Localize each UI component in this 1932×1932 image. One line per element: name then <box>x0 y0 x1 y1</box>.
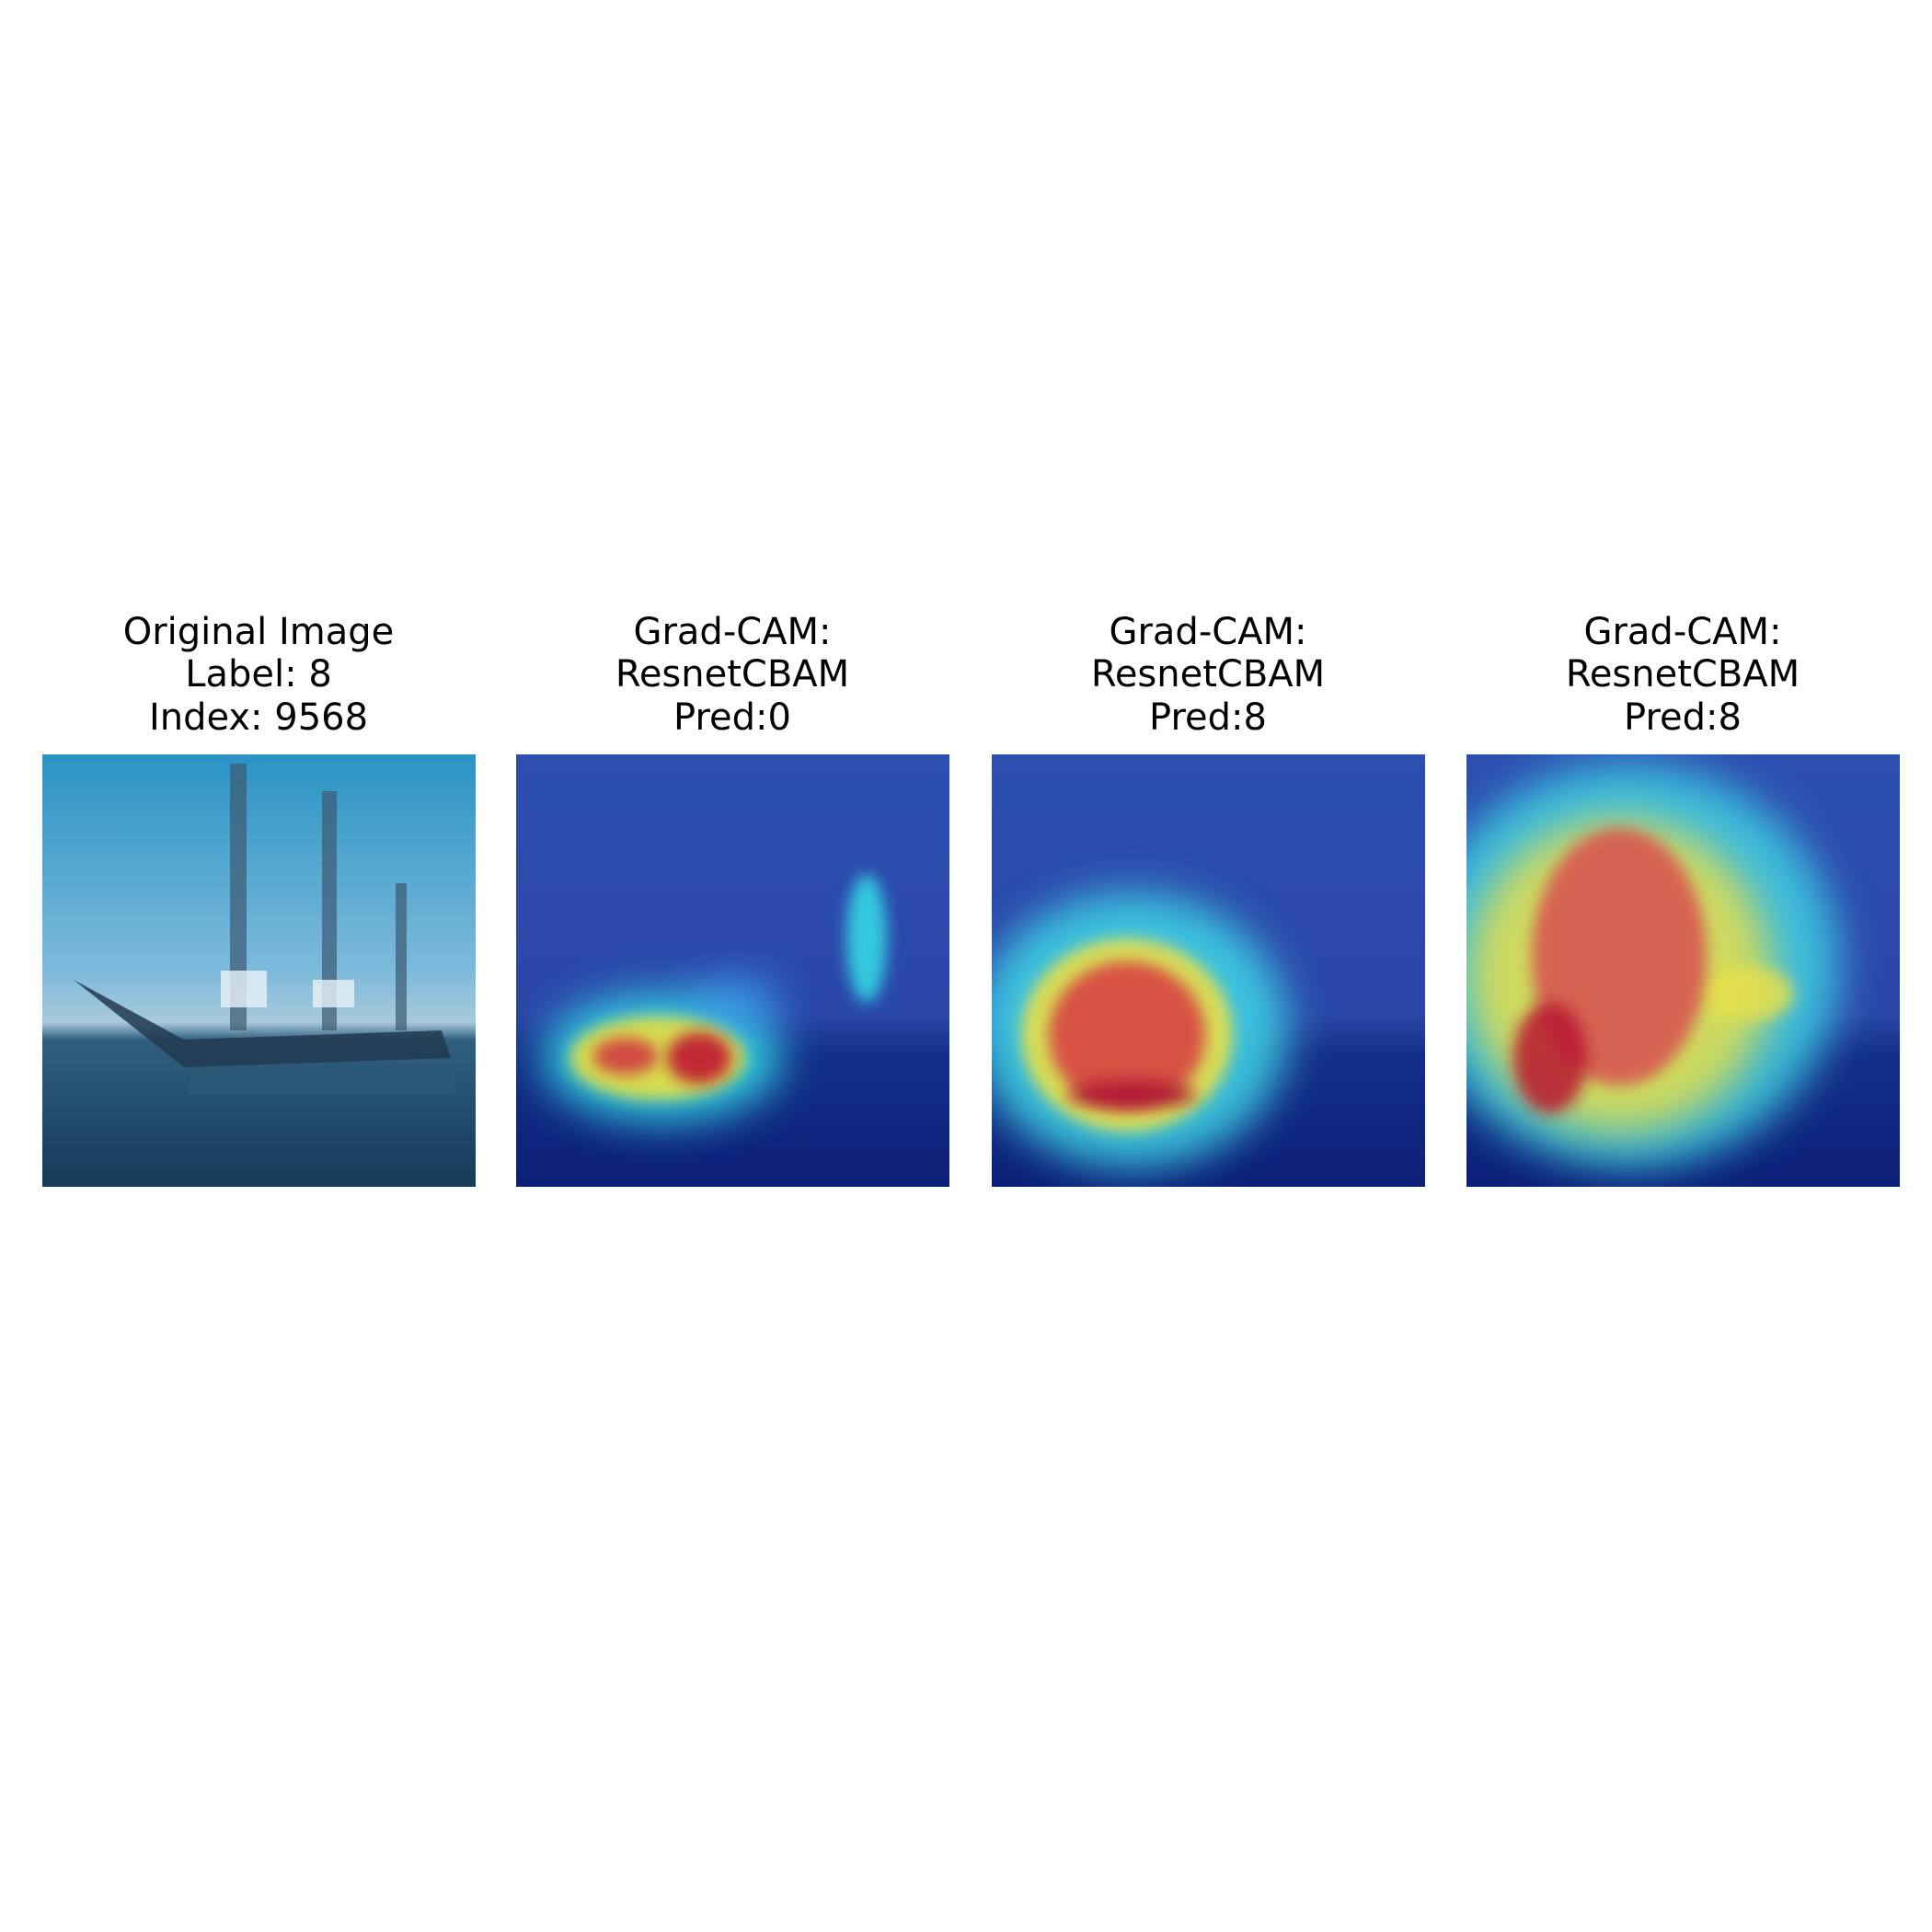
gradcam-pred-0 <box>516 754 949 1187</box>
titles: Original Image Label: 8 Index: 9568 Grad… <box>123 611 1800 739</box>
gradcam-pred-8-b <box>1466 754 1900 1187</box>
panel-title: Original Image <box>123 611 395 653</box>
panel-title: Grad-CAM: <box>1583 611 1781 653</box>
panel-title: ResnetCBAM <box>1566 653 1800 696</box>
panel-title: ResnetCBAM <box>1091 653 1325 696</box>
panel-title: Pred:8 <box>1149 696 1267 739</box>
panel-title: ResnetCBAM <box>615 653 849 696</box>
panel-title: Index: 9568 <box>149 696 368 739</box>
gradcam-pred-8-a <box>992 754 1425 1187</box>
original-image <box>42 754 476 1187</box>
panel-title: Label: 8 <box>185 653 332 696</box>
panel-title: Pred:8 <box>1624 696 1742 739</box>
panel-title: Grad-CAM: <box>633 611 831 653</box>
panel-title: Pred:0 <box>673 696 791 739</box>
panel-title: Grad-CAM: <box>1109 611 1306 653</box>
